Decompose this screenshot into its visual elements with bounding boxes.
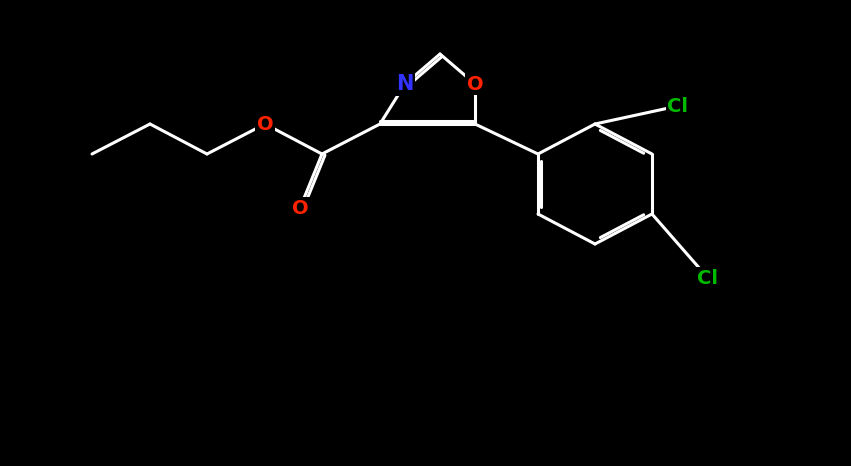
Text: O: O	[292, 199, 308, 218]
Text: N: N	[397, 74, 414, 94]
Text: Cl: Cl	[698, 268, 718, 288]
Text: Cl: Cl	[667, 96, 688, 116]
Text: O: O	[257, 115, 273, 133]
Text: O: O	[466, 75, 483, 94]
